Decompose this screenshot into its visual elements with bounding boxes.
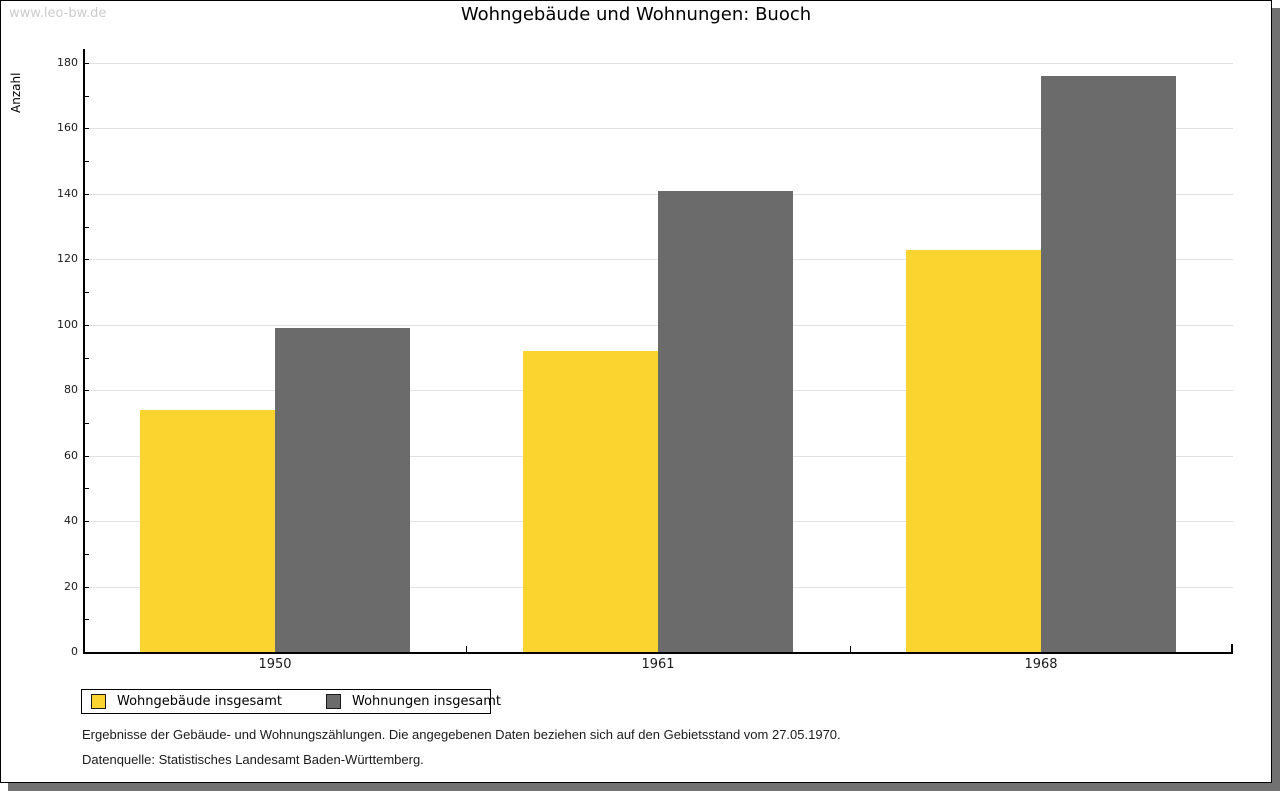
x-tick-label-1950: 1950	[258, 657, 292, 672]
y-axis-line	[83, 49, 85, 654]
y-tick-label-120: 120	[57, 252, 78, 265]
x-tick-label-1961: 1961	[641, 657, 675, 672]
y-tick-label-0: 0	[71, 645, 78, 658]
y-tick-label-80: 80	[64, 383, 78, 396]
footnote-source-note: Ergebnisse der Gebäude- und Wohnungszähl…	[82, 727, 841, 742]
legend-swatch-yellow	[91, 694, 106, 709]
chart-title: Wohngebäude und Wohnungen: Buoch	[460, 4, 812, 25]
y-minor-tick-170	[84, 96, 89, 97]
bar-wohngebaeude-1961	[523, 351, 658, 652]
x-boundary-tick	[466, 646, 467, 652]
y-tick-label-180: 180	[57, 56, 78, 69]
y-minor-tick-20	[84, 587, 89, 588]
y-minor-tick-40	[84, 521, 89, 522]
y-minor-tick-30	[84, 554, 89, 555]
y-minor-tick-70	[84, 423, 89, 424]
y-minor-tick-150	[84, 161, 89, 162]
y-minor-tick-60	[84, 456, 89, 457]
gridline-y-160	[85, 128, 1233, 129]
footnote-data-source: Datenquelle: Statistisches Landesamt Bad…	[82, 752, 424, 767]
x-boundary-tick	[850, 646, 851, 652]
watermark-text: www.leo-bw.de	[9, 6, 107, 21]
legend-item-wohnungen: Wohnungen insgesamt	[317, 694, 501, 709]
y-tick-label-40: 40	[64, 514, 78, 527]
y-minor-tick-140	[84, 194, 89, 195]
bar-wohnungen-1961	[658, 191, 793, 652]
y-tick-label-20: 20	[64, 580, 78, 593]
y-minor-tick-100	[84, 325, 89, 326]
y-tick-label-100: 100	[57, 318, 78, 331]
chart-legend: Wohngebäude insgesamt Wohnungen insgesam…	[81, 689, 501, 714]
bar-wohngebaeude-1968	[906, 250, 1041, 652]
bar-wohngebaeude-1950	[140, 410, 275, 652]
gridline-y-180	[85, 63, 1233, 64]
y-minor-tick-80	[84, 390, 89, 391]
y-minor-tick-160	[84, 128, 89, 129]
y-minor-tick-180	[84, 63, 89, 64]
y-minor-tick-130	[84, 227, 89, 228]
bar-wohnungen-1950	[275, 328, 410, 652]
legend-label: Wohngebäude insgesamt	[117, 694, 282, 709]
legend-swatch-gray	[326, 694, 341, 709]
y-minor-tick-120	[84, 259, 89, 260]
x-tick-label-1968: 1968	[1024, 657, 1058, 672]
y-minor-tick-10	[84, 619, 89, 620]
y-tick-label-60: 60	[64, 449, 78, 462]
y-tick-label-140: 140	[57, 187, 78, 200]
legend-item-wohngebaeude: Wohngebäude insgesamt	[82, 694, 282, 709]
y-minor-tick-110	[84, 292, 89, 293]
x-axis-line	[83, 652, 1233, 654]
y-minor-tick-90	[84, 358, 89, 359]
y-minor-tick-50	[84, 488, 89, 489]
x-axis-end-tick	[1231, 644, 1233, 652]
y-tick-label-160: 160	[57, 121, 78, 134]
legend-label: Wohnungen insgesamt	[352, 694, 501, 709]
bar-wohnungen-1968	[1041, 76, 1176, 652]
